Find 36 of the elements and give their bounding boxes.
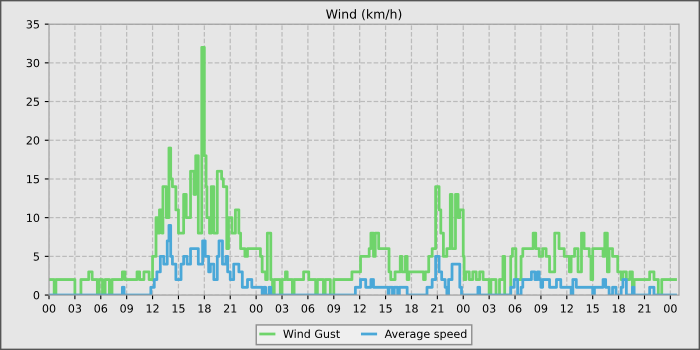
x-tick-label: 09 — [327, 304, 340, 313]
x-tick-label: 15 — [380, 304, 392, 313]
x-tick-label: 15 — [172, 304, 185, 313]
x-tick-label: 00 — [250, 304, 262, 313]
y-tick-label: 25 — [26, 98, 39, 106]
x-tick-label: 03 — [482, 304, 496, 313]
y-tick-label: 0 — [34, 291, 40, 300]
x-tick-label: 18 — [406, 304, 418, 313]
y-tick-label: 5 — [34, 252, 39, 261]
x-tick-label: 21 — [638, 304, 651, 313]
legend-label: Wind Gust — [283, 329, 340, 338]
x-tick-label: 06 — [302, 304, 314, 313]
x-tick-label: 00 — [42, 304, 56, 313]
x-tick-label: 03 — [276, 304, 288, 313]
x-tick-label: 18 — [198, 304, 211, 313]
x-tick-label: 06 — [508, 304, 522, 313]
y-tick-label: 30 — [26, 58, 40, 68]
x-tick-label: 06 — [94, 304, 108, 313]
x-tick-label: 12 — [146, 304, 159, 313]
x-tick-label: 21 — [224, 304, 236, 313]
x-tick-label: 15 — [586, 304, 599, 313]
x-tick-label: 09 — [120, 304, 133, 313]
legend-label: Average speed — [384, 329, 466, 340]
y-tick-label: 35 — [26, 20, 39, 29]
y-tick-label: 15 — [27, 175, 39, 184]
x-tick-label: 03 — [68, 304, 82, 313]
x-tick-label: 21 — [431, 304, 444, 313]
x-tick-label: 18 — [612, 304, 625, 313]
y-tick-label: 10 — [27, 214, 40, 222]
chart-title: Wind (km/h) — [326, 9, 402, 20]
x-tick-label: 00 — [664, 304, 677, 313]
x-tick-label: 12 — [354, 304, 366, 313]
x-tick-label: 12 — [560, 304, 573, 313]
x-tick-label: 00 — [456, 304, 470, 313]
y-tick-label: 20 — [26, 136, 40, 145]
x-tick-label: 09 — [534, 304, 548, 313]
